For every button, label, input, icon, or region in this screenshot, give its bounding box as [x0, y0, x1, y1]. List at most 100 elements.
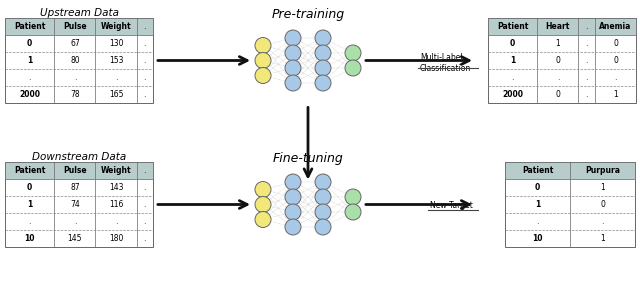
Text: .: . — [511, 73, 514, 82]
Circle shape — [315, 75, 331, 91]
Circle shape — [285, 219, 301, 235]
Circle shape — [315, 174, 331, 190]
Text: .: . — [143, 73, 146, 82]
Text: .: . — [28, 217, 31, 226]
Text: .: . — [115, 73, 117, 82]
Text: 0: 0 — [535, 183, 540, 192]
Text: .: . — [586, 22, 588, 31]
Text: .: . — [586, 90, 588, 99]
Text: .: . — [602, 217, 604, 226]
Text: 0: 0 — [556, 90, 561, 99]
Text: 78: 78 — [70, 90, 80, 99]
Text: 1: 1 — [27, 56, 32, 65]
Circle shape — [345, 60, 361, 76]
Text: .: . — [143, 234, 146, 243]
Circle shape — [285, 189, 301, 205]
Text: Pre-training: Pre-training — [271, 8, 344, 21]
Bar — [5, 18, 153, 103]
Circle shape — [345, 45, 361, 61]
Text: Patient: Patient — [497, 22, 529, 31]
Text: 1: 1 — [535, 200, 540, 209]
Text: 0: 0 — [510, 39, 515, 48]
Text: 153: 153 — [109, 56, 124, 65]
Text: .: . — [143, 166, 146, 175]
Text: .: . — [115, 217, 117, 226]
Text: 165: 165 — [109, 90, 124, 99]
Bar — [5, 18, 153, 35]
Text: Purpura: Purpura — [585, 166, 620, 175]
Circle shape — [255, 212, 271, 228]
Text: .: . — [143, 56, 146, 65]
Text: 0: 0 — [613, 39, 618, 48]
Bar — [5, 162, 153, 247]
Circle shape — [315, 219, 331, 235]
Text: 0: 0 — [556, 56, 561, 65]
Circle shape — [255, 67, 271, 84]
Text: 10: 10 — [24, 234, 35, 243]
Text: Patient: Patient — [14, 166, 45, 175]
Text: 74: 74 — [70, 200, 80, 209]
Circle shape — [285, 174, 301, 190]
Text: 10: 10 — [532, 234, 543, 243]
Text: Weight: Weight — [100, 22, 131, 31]
Circle shape — [345, 189, 361, 205]
Text: .: . — [536, 217, 539, 226]
Circle shape — [315, 30, 331, 46]
Circle shape — [285, 30, 301, 46]
Text: .: . — [28, 73, 31, 82]
Text: .: . — [143, 200, 146, 209]
Text: .: . — [143, 22, 146, 31]
Circle shape — [255, 197, 271, 212]
Circle shape — [315, 204, 331, 220]
Bar — [5, 162, 153, 179]
Bar — [505, 162, 635, 179]
Circle shape — [285, 45, 301, 61]
Text: 145: 145 — [68, 234, 82, 243]
Text: .: . — [143, 217, 146, 226]
Text: .: . — [557, 73, 559, 82]
Text: .: . — [143, 39, 146, 48]
Bar — [505, 162, 635, 247]
Circle shape — [315, 60, 331, 76]
Text: .: . — [74, 73, 76, 82]
Text: 87: 87 — [70, 183, 80, 192]
Text: 0: 0 — [27, 39, 32, 48]
Text: 180: 180 — [109, 234, 123, 243]
Circle shape — [285, 60, 301, 76]
Text: 1: 1 — [510, 56, 515, 65]
Circle shape — [315, 189, 331, 205]
Text: Upstream Data: Upstream Data — [40, 8, 118, 18]
Circle shape — [255, 53, 271, 69]
Text: Pulse: Pulse — [63, 22, 86, 31]
Text: .: . — [74, 217, 76, 226]
Text: 1: 1 — [600, 234, 605, 243]
Text: Downstream Data: Downstream Data — [32, 152, 126, 162]
Text: .: . — [614, 73, 616, 82]
Text: .: . — [143, 183, 146, 192]
Text: 2000: 2000 — [19, 90, 40, 99]
Text: 1: 1 — [613, 90, 618, 99]
Text: 0: 0 — [600, 200, 605, 209]
Text: 2000: 2000 — [502, 90, 523, 99]
Text: 130: 130 — [109, 39, 124, 48]
Text: Multi-Label
Classification: Multi-Label Classification — [420, 53, 471, 73]
Text: Weight: Weight — [100, 166, 131, 175]
Text: 1: 1 — [27, 200, 32, 209]
Text: 0: 0 — [613, 56, 618, 65]
Text: Patient: Patient — [522, 166, 553, 175]
Text: Patient: Patient — [14, 22, 45, 31]
Circle shape — [255, 181, 271, 197]
Circle shape — [255, 38, 271, 53]
Text: .: . — [586, 56, 588, 65]
Text: 67: 67 — [70, 39, 80, 48]
Circle shape — [285, 204, 301, 220]
Circle shape — [345, 204, 361, 220]
Text: Fine-tuning: Fine-tuning — [273, 152, 344, 165]
Text: .: . — [143, 90, 146, 99]
Text: Anemia: Anemia — [599, 22, 632, 31]
Text: 116: 116 — [109, 200, 123, 209]
Text: .: . — [586, 73, 588, 82]
Text: .: . — [586, 39, 588, 48]
Text: 143: 143 — [109, 183, 124, 192]
Circle shape — [315, 45, 331, 61]
